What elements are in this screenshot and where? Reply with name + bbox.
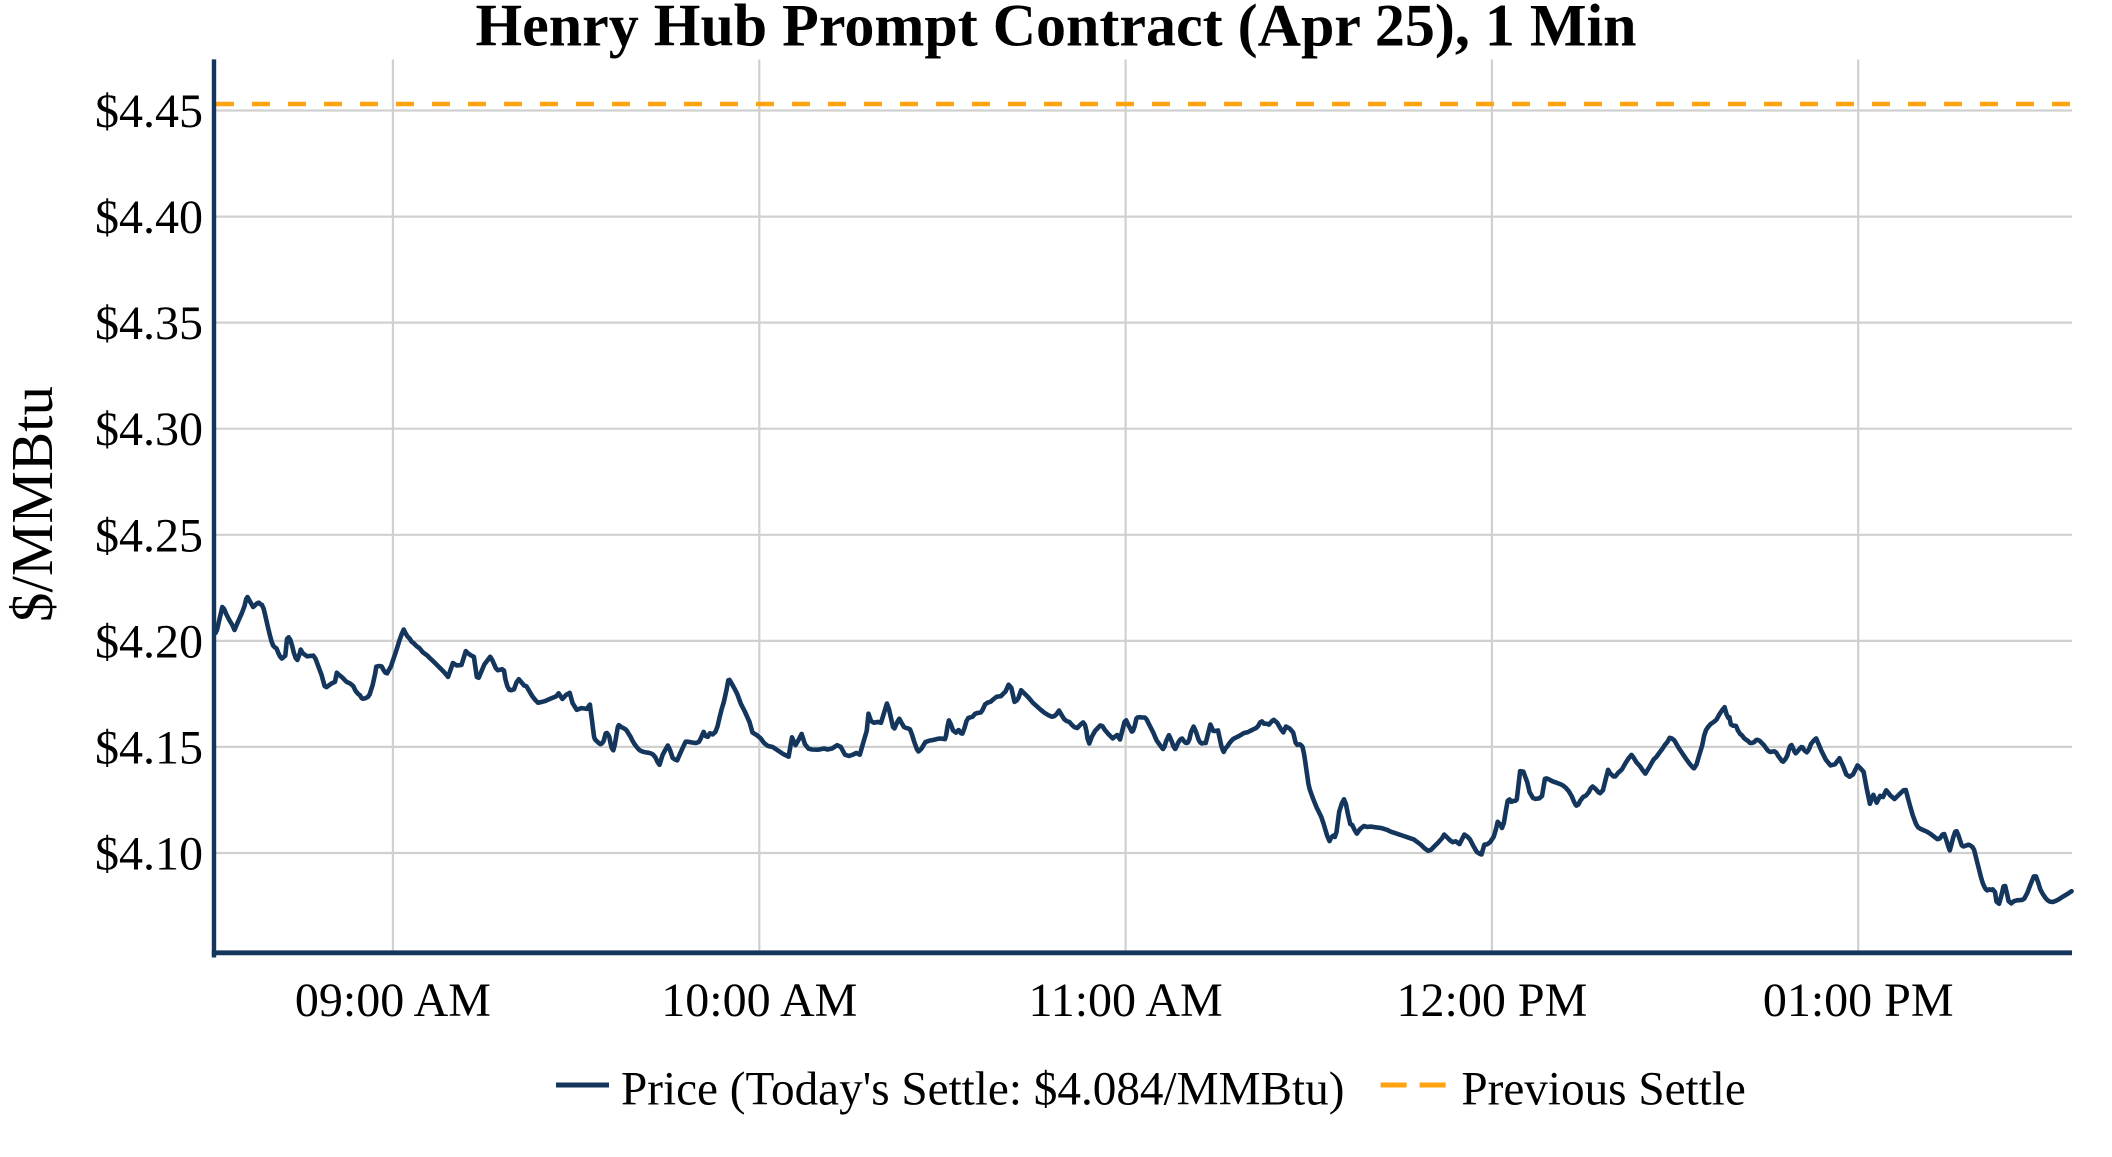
svg-text:$4.10: $4.10 [95,828,203,881]
svg-text:$4.15: $4.15 [95,721,203,774]
svg-text:Price (Today's Settle: $4.084/: Price (Today's Settle: $4.084/MMBtu) [621,1064,1344,1116]
svg-text:11:00 AM: 11:00 AM [1028,974,1222,1027]
svg-text:$4.25: $4.25 [95,509,203,562]
svg-text:10:00 AM: 10:00 AM [661,974,857,1027]
svg-text:$/MMBtu: $/MMBtu [0,386,65,622]
svg-text:$4.40: $4.40 [95,191,203,244]
svg-text:$4.20: $4.20 [95,615,203,668]
svg-text:09:00 AM: 09:00 AM [295,974,491,1027]
svg-text:$4.45: $4.45 [95,85,203,138]
svg-text:12:00 PM: 12:00 PM [1397,974,1588,1027]
svg-text:Previous Settle: Previous Settle [1461,1064,1745,1116]
svg-text:01:00 PM: 01:00 PM [1763,974,1954,1027]
svg-text:$4.30: $4.30 [95,403,203,456]
svg-text:Henry Hub Prompt Contract (Apr: Henry Hub Prompt Contract (Apr 25), 1 Mi… [475,0,1636,59]
svg-text:$4.35: $4.35 [95,297,203,350]
